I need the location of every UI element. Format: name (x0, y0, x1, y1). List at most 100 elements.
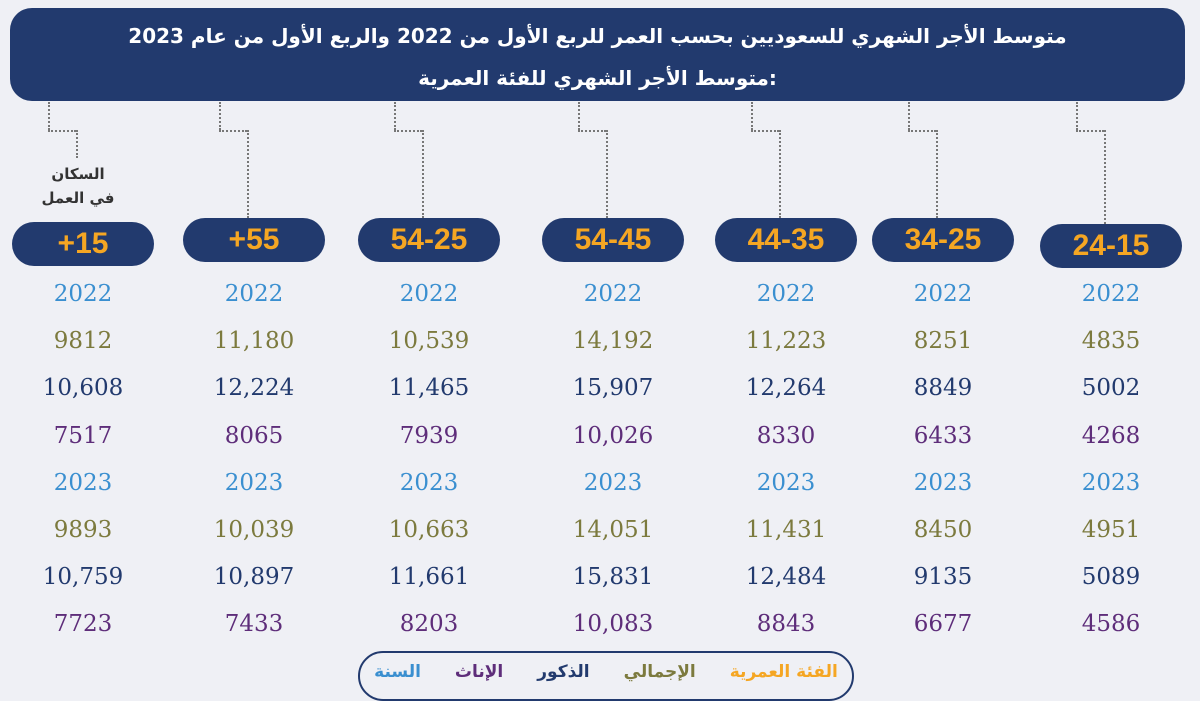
connector-line (48, 102, 50, 130)
connector-line (48, 130, 76, 132)
year-label: 2023 (913, 469, 973, 496)
connector-line (76, 130, 78, 158)
legend-males: الذكور (537, 662, 590, 682)
total-value: 10,663 (388, 516, 470, 543)
year-label: 2022 (399, 281, 459, 307)
connector-line (908, 102, 910, 130)
females-value: 7433 (224, 611, 284, 638)
connector-line (219, 130, 247, 132)
total-value: 9812 (53, 328, 113, 355)
age-group-column: 2022 11,180 12,224 8065 2023 10,039 10,897 7433 (174, 275, 334, 653)
connector-line (751, 130, 779, 132)
connector-line (1104, 130, 1106, 224)
females-value: 10,083 (572, 611, 654, 638)
females-value: 7723 (53, 611, 113, 638)
connector-line (394, 130, 422, 132)
total-value: 4835 (1081, 328, 1141, 355)
connector-line (578, 102, 580, 130)
connector-line (606, 130, 608, 218)
age-group-column: 2022 8251 8849 6433 2023 8450 9135 6677 (863, 275, 1023, 653)
year-label: 2023 (583, 469, 643, 496)
connector-line (1076, 102, 1078, 130)
males-value: 11,661 (388, 564, 470, 591)
males-value: 12,264 (745, 375, 827, 402)
females-value: 8203 (399, 611, 459, 638)
total-value: 4951 (1081, 516, 1141, 543)
age-group-column: 2022 11,223 12,264 8330 2023 11,431 12,484 8843 (706, 275, 866, 653)
year-label: 2023 (53, 469, 113, 496)
legend-total: الإجمالي (623, 662, 696, 682)
age-group-pill: 44-35 (715, 218, 857, 262)
total-value: 8251 (913, 328, 973, 355)
females-value: 8330 (756, 422, 816, 449)
connector-line (936, 130, 938, 218)
year-label: 2022 (756, 281, 816, 307)
side-label: السكان في العمل (28, 162, 128, 210)
females-value: 7517 (53, 422, 113, 449)
males-value: 15,831 (572, 564, 654, 591)
males-value: 5002 (1081, 375, 1141, 402)
age-group-pill: +15 (12, 222, 154, 266)
total-value: 14,051 (572, 516, 654, 543)
males-value: 10,897 (213, 564, 295, 591)
chart-subtitle: متوسط الأجر الشهري للفئة العمرية: (418, 66, 777, 90)
females-value: 8843 (756, 611, 816, 638)
age-group-column: 2022 10,539 11,465 7939 2023 10,663 11,661 8203 (349, 275, 509, 653)
chart-title: متوسط الأجر الشهري للسعوديين بحسب العمر … (128, 24, 1067, 48)
age-group-pill: 34-25 (872, 218, 1014, 262)
age-group-pill: 54-45 (542, 218, 684, 262)
females-value: 4586 (1081, 611, 1141, 638)
connector-line (779, 130, 781, 218)
males-value: 9135 (913, 564, 973, 591)
total-value: 11,223 (745, 328, 827, 355)
males-value: 8849 (913, 375, 973, 402)
males-value: 11,465 (388, 375, 470, 402)
age-group-column: 2022 9812 10,608 7517 2023 9893 10,759 7723 (3, 275, 163, 653)
total-value: 11,180 (213, 328, 295, 355)
total-value: 10,539 (388, 328, 470, 355)
males-value: 10,608 (42, 375, 124, 402)
title-banner: متوسط الأجر الشهري للسعوديين بحسب العمر … (10, 8, 1185, 101)
males-value: 5089 (1081, 564, 1141, 591)
legend-age-group: الفئة العمرية (729, 662, 838, 682)
connector-line (247, 130, 249, 218)
year-label: 2023 (756, 469, 816, 496)
connector-line (394, 102, 396, 130)
year-label: 2022 (583, 281, 643, 307)
side-label-line: في العمل (41, 189, 115, 207)
females-value: 4268 (1081, 422, 1141, 449)
females-value: 7939 (399, 422, 459, 449)
total-value: 10,039 (213, 516, 295, 543)
connector-line (908, 130, 936, 132)
connector-line (422, 130, 424, 218)
side-label-line: السكان (51, 165, 105, 183)
total-value: 8450 (913, 516, 973, 543)
year-label: 2022 (913, 281, 973, 307)
age-group-column: 2022 4835 5002 4268 2023 4951 5089 4586 (1031, 275, 1191, 653)
age-group-column: 2022 14,192 15,907 10,026 2023 14,051 15,831 10… (533, 275, 693, 653)
males-value: 12,484 (745, 564, 827, 591)
year-label: 2022 (53, 281, 113, 307)
connector-line (751, 102, 753, 130)
males-value: 12,224 (213, 375, 295, 402)
year-label: 2023 (1081, 469, 1141, 496)
legend-females: الإناث (454, 662, 504, 682)
age-group-pill: +55 (183, 218, 325, 262)
year-label: 2023 (399, 469, 459, 496)
connector-line (578, 130, 606, 132)
age-group-pill: 24-15 (1040, 224, 1182, 268)
males-value: 10,759 (42, 564, 124, 591)
connector-line (1076, 130, 1104, 132)
age-group-pill: 54-25 (358, 218, 500, 262)
legend-year: السنة (374, 662, 421, 682)
year-label: 2022 (1081, 281, 1141, 307)
legend: الفئة العمرية الإجمالي الذكور الإناث الس… (358, 651, 854, 701)
year-label: 2022 (224, 281, 284, 307)
total-value: 11,431 (745, 516, 827, 543)
total-value: 14,192 (572, 328, 654, 355)
females-value: 10,026 (572, 422, 654, 449)
females-value: 8065 (224, 422, 284, 449)
females-value: 6433 (913, 422, 973, 449)
females-value: 6677 (913, 611, 973, 638)
year-label: 2023 (224, 469, 284, 496)
